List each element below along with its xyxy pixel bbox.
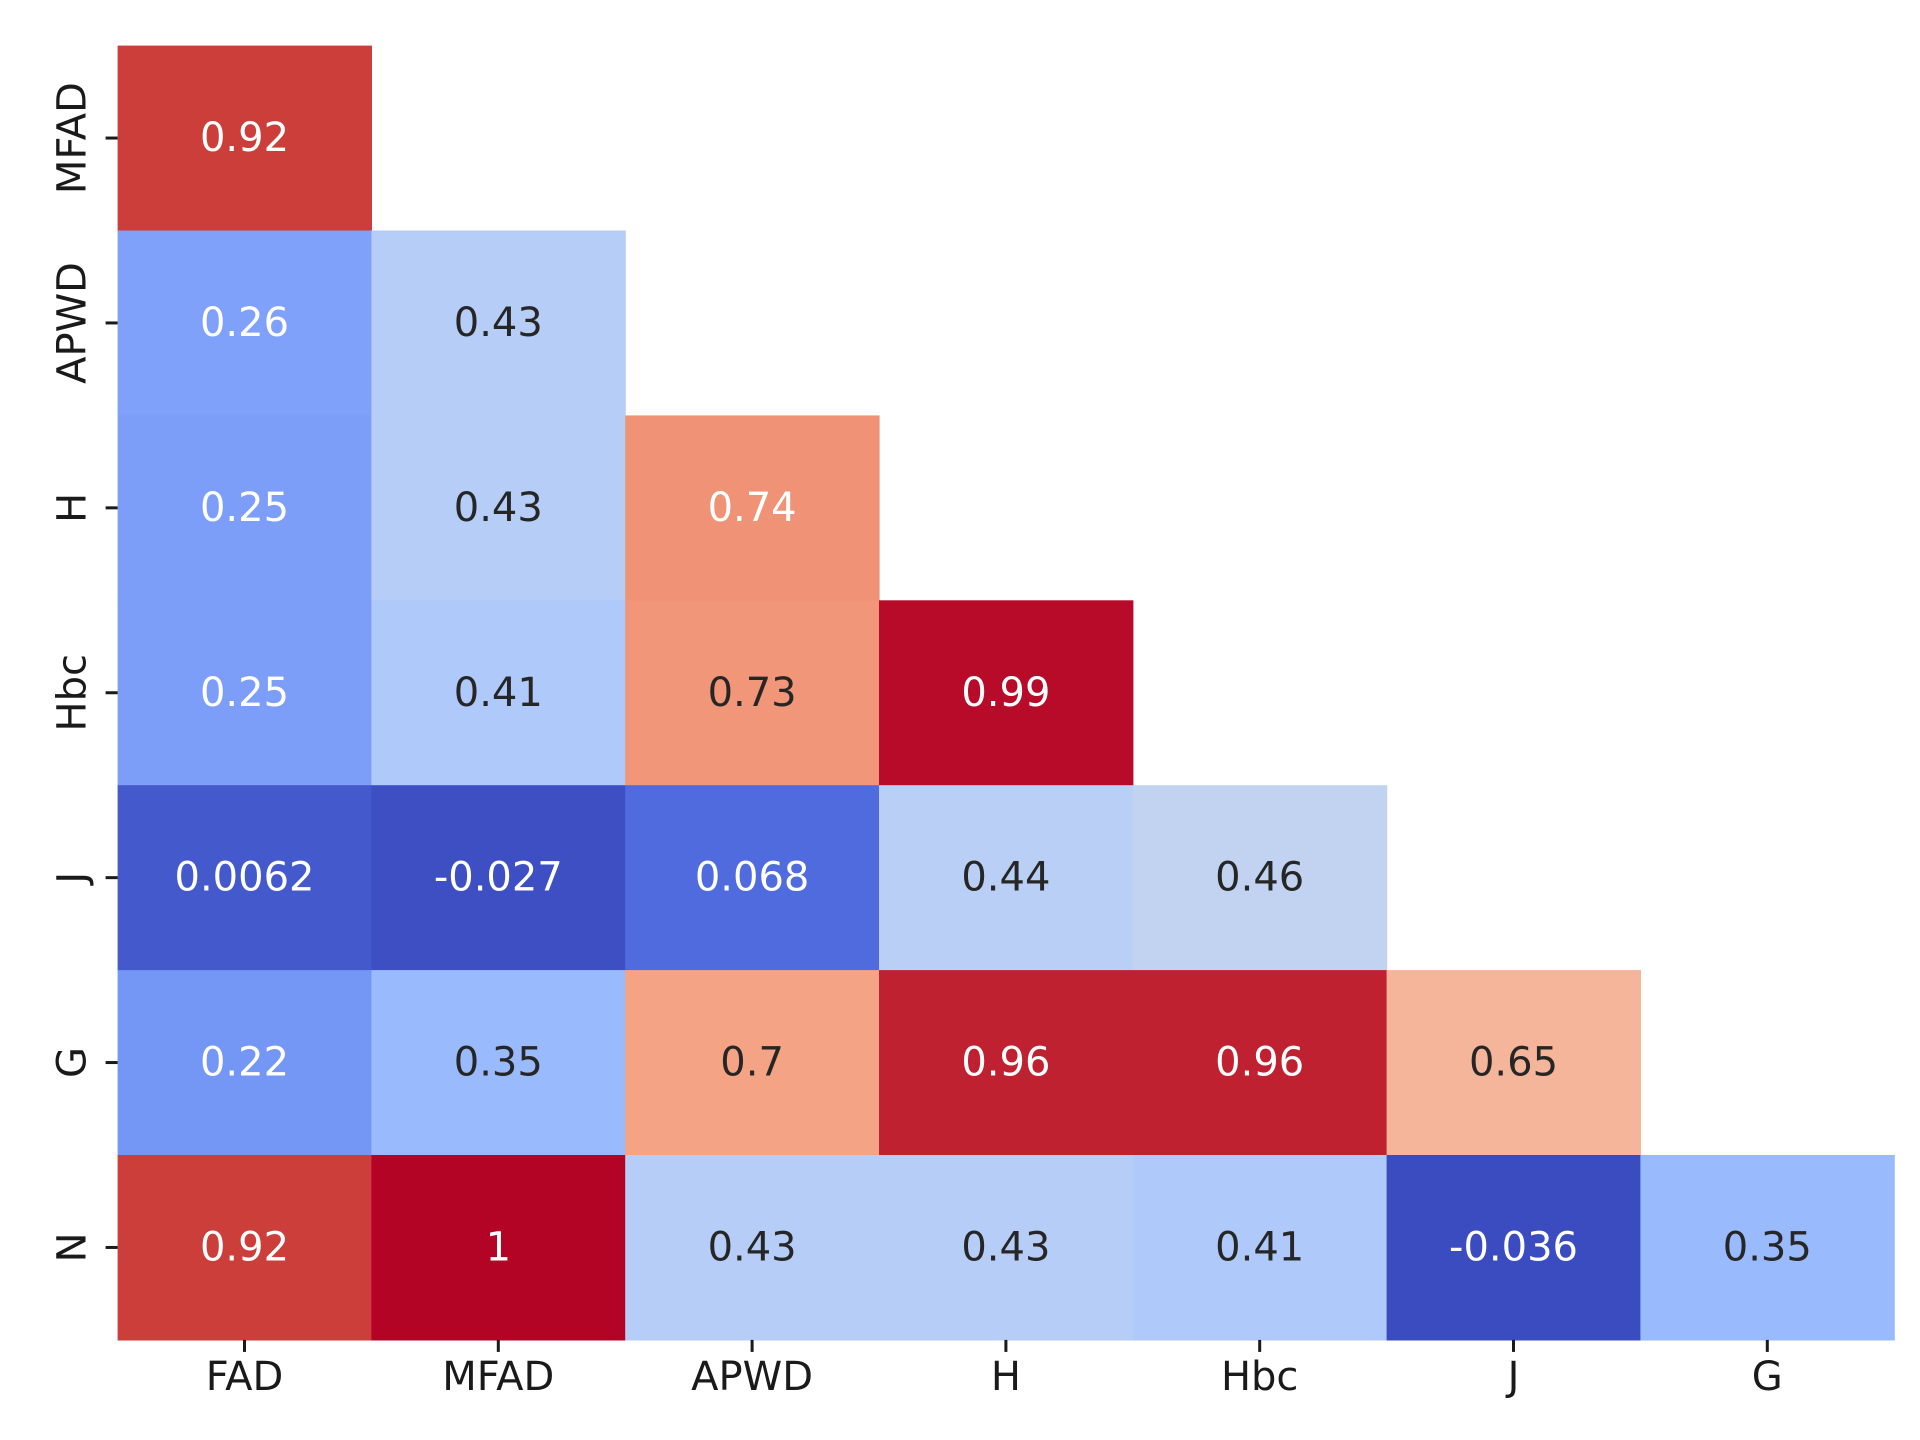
heatmap-cell-N-FAD [117, 1155, 372, 1341]
x-axis: FAD MFAD APWD H Hbc J G [206, 1339, 1783, 1400]
cell-value-label: 0.22 [200, 1040, 289, 1086]
heatmap-cell-APWD-MFAD [371, 230, 626, 416]
cell-value-label: 0.92 [200, 1224, 289, 1270]
cell-value-label: 0.99 [961, 670, 1050, 716]
heatmap-cell-H-FAD [117, 415, 372, 601]
heatmap-cell-H-APWD [625, 415, 880, 601]
cell-value-label: 0.43 [961, 1224, 1050, 1270]
y-tick-label-N: N [50, 1232, 96, 1262]
cell-value-label: 0.43 [708, 1224, 797, 1270]
x-tick-label-H: H [991, 1354, 1021, 1400]
heatmap-cell-MFAD-FAD [117, 45, 372, 232]
cell-value-label: 0.96 [1215, 1040, 1304, 1086]
cell-value-label: 0.92 [200, 115, 289, 161]
heatmap-cells [117, 45, 1895, 1341]
heatmap-cell-J-MFAD [371, 785, 626, 971]
cell-value-label: 1 [486, 1224, 511, 1270]
cell-value-label: 0.96 [961, 1040, 1050, 1086]
cell-value-label: 0.65 [1469, 1040, 1558, 1086]
cell-value-label: 0.35 [1723, 1224, 1812, 1270]
y-tick-label-G: G [50, 1047, 96, 1078]
y-tick-label-H: H [50, 493, 96, 523]
heatmap-cell-N-H [879, 1155, 1134, 1341]
heatmap-cell-Hbc-H [879, 600, 1134, 786]
y-tick-label-J: J [50, 872, 96, 887]
y-tick-label-Hbc: Hbc [50, 654, 96, 731]
cell-value-label: 0.73 [708, 670, 797, 716]
heatmap-cell-G-J [1386, 970, 1641, 1156]
heatmap-cell-J-FAD [117, 785, 372, 971]
x-tick-label-Hbc: Hbc [1221, 1354, 1298, 1400]
heatmap-cell-G-H [879, 970, 1134, 1156]
x-tick-label-G: G [1752, 1354, 1783, 1400]
cell-value-label: 0.41 [1215, 1224, 1304, 1270]
heatmap-cell-Hbc-APWD [625, 600, 880, 786]
heatmap-cell-N-APWD [625, 1155, 880, 1341]
cell-value-label: -0.027 [434, 855, 563, 901]
heatmap-annotations: 0.92 0.26 0.43 0.25 0.43 0.74 0.25 0.41 0.73 0.99… [175, 115, 1812, 1270]
heatmap-cell-N-Hbc [1132, 1155, 1388, 1341]
cell-value-label: 0.25 [200, 670, 289, 716]
heatmap-cell-N-G [1640, 1155, 1895, 1341]
cell-value-label: 0.35 [454, 1040, 543, 1086]
heatmap-cell-Hbc-MFAD [371, 600, 626, 786]
heatmap-cell-N-J [1386, 1155, 1641, 1341]
cell-value-label: 0.44 [961, 855, 1050, 901]
heatmap-cell-J-H [879, 785, 1134, 971]
y-tick-label-MFAD: MFAD [50, 82, 96, 194]
y-tick-label-APWD: APWD [50, 262, 96, 384]
heatmap-cell-Hbc-FAD [117, 600, 372, 786]
heatmap-cell-APWD-FAD [117, 230, 372, 416]
cell-value-label: -0.036 [1449, 1224, 1578, 1270]
heatmap-cell-G-Hbc [1132, 970, 1388, 1156]
cell-value-label: 0.26 [200, 300, 289, 346]
cell-value-label: 0.43 [454, 300, 543, 346]
heatmap-cell-G-APWD [625, 970, 880, 1156]
heatmap-cell-J-APWD [625, 785, 880, 971]
cell-value-label: 0.7 [720, 1040, 784, 1086]
cell-value-label: 0.74 [708, 485, 797, 531]
cell-value-label: 0.25 [200, 485, 289, 531]
x-tick-label-APWD: APWD [691, 1354, 813, 1400]
heatmap-cell-N-MFAD [371, 1155, 626, 1341]
cell-value-label: 0.0062 [175, 855, 315, 901]
cell-value-label: 0.46 [1215, 855, 1304, 901]
x-tick-label-MFAD: MFAD [442, 1354, 554, 1400]
x-tick-label-FAD: FAD [206, 1354, 284, 1400]
cell-value-label: 0.43 [454, 485, 543, 531]
heatmap-cell-G-MFAD [371, 970, 626, 1156]
cell-value-label: 0.068 [695, 855, 810, 901]
y-axis: MFAD APWD H Hbc J G N [50, 82, 118, 1262]
heatmap-cell-H-MFAD [371, 415, 626, 601]
heatmap-cell-G-FAD [117, 970, 372, 1156]
x-tick-label-J: J [1505, 1354, 1520, 1400]
heatmap-cell-J-Hbc [1132, 785, 1388, 971]
cell-value-label: 0.41 [454, 670, 543, 716]
